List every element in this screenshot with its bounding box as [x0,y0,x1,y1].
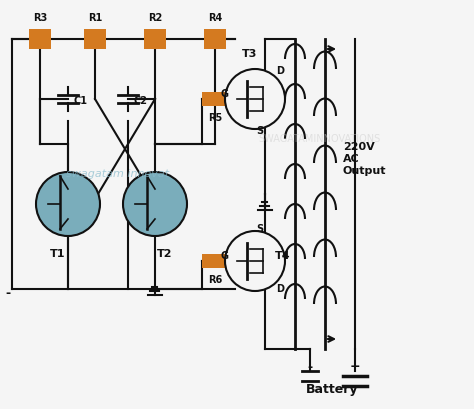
Text: T1: T1 [50,249,66,259]
Bar [204,29,226,49]
Circle shape [225,69,285,129]
Text: S: S [256,126,264,136]
Text: C1: C1 [74,96,88,106]
Text: +: + [350,360,360,373]
Text: T4: T4 [275,251,291,261]
Text: Battery: Battery [306,382,358,396]
Text: D: D [276,284,284,294]
Text: R3: R3 [33,13,47,23]
Text: 220V
AC
Output: 220V AC Output [343,142,386,175]
Text: G: G [221,89,229,99]
Text: G: G [221,251,229,261]
Circle shape [225,231,285,291]
Text: -: - [5,288,10,301]
Text: R1: R1 [88,13,102,23]
Text: R6: R6 [208,275,222,285]
Text: S: S [256,224,264,234]
Circle shape [123,172,187,236]
Text: R5: R5 [208,113,222,123]
Bar [29,29,51,49]
Text: swagatam innovat: swagatam innovat [66,169,170,179]
Text: T3: T3 [242,49,258,59]
Text: C2: C2 [134,96,148,106]
Bar [202,254,228,268]
Text: R4: R4 [208,13,222,23]
Circle shape [36,172,100,236]
Text: D: D [276,66,284,76]
Text: R2: R2 [148,13,162,23]
Bar [144,29,166,49]
Text: SWAGATAMINNOVATIONS: SWAGATAMINNOVATIONS [259,134,381,144]
Bar [84,29,106,49]
Bar [202,92,228,106]
Text: T2: T2 [157,249,173,259]
Text: -: - [308,360,312,373]
